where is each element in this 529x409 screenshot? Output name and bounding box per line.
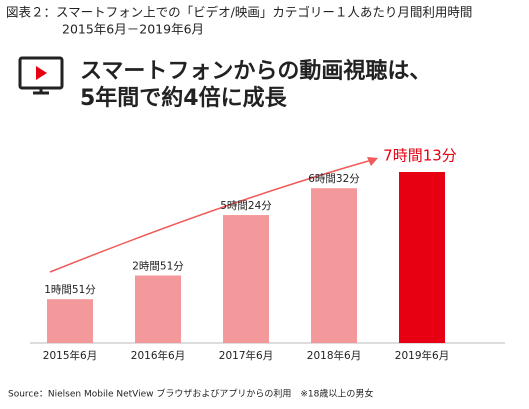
source: Source：Nielsen Mobile NetView ブラウザおよびアプリ… — [8, 388, 373, 400]
value-label: 2時間51分 — [132, 260, 184, 272]
value-label: 6時間32分 — [308, 173, 360, 185]
bar — [311, 188, 357, 343]
chart-title: 図表２：スマートフォン上での「ビデオ/映画」カテゴリー１人あたり月間利用時間 — [6, 5, 472, 20]
bar — [47, 299, 93, 343]
x-tick-label: 2015年6月 — [43, 349, 97, 362]
x-tick-label: 2016年6月 — [131, 349, 185, 362]
value-label: 1時間51分 — [44, 284, 96, 296]
value-label: 5時間24分 — [220, 200, 272, 212]
x-tick-label: 2019年6月 — [395, 349, 449, 362]
bar — [135, 275, 181, 343]
chart-subtitle: 2015年6月－2019年6月 — [62, 22, 204, 37]
value-label: 7時間13分 — [383, 147, 457, 165]
headline: スマートフォンからの動画視聴は、 — [80, 59, 431, 84]
x-tick-label: 2017年6月 — [219, 349, 273, 362]
bar — [399, 172, 445, 343]
arrow-head — [367, 157, 378, 166]
headline: 5年間で約4倍に成長 — [80, 85, 288, 111]
bar — [223, 215, 269, 343]
trend-arrow — [49, 159, 373, 273]
monitor-icon — [18, 56, 64, 95]
x-tick-label: 2018年6月 — [307, 349, 361, 362]
